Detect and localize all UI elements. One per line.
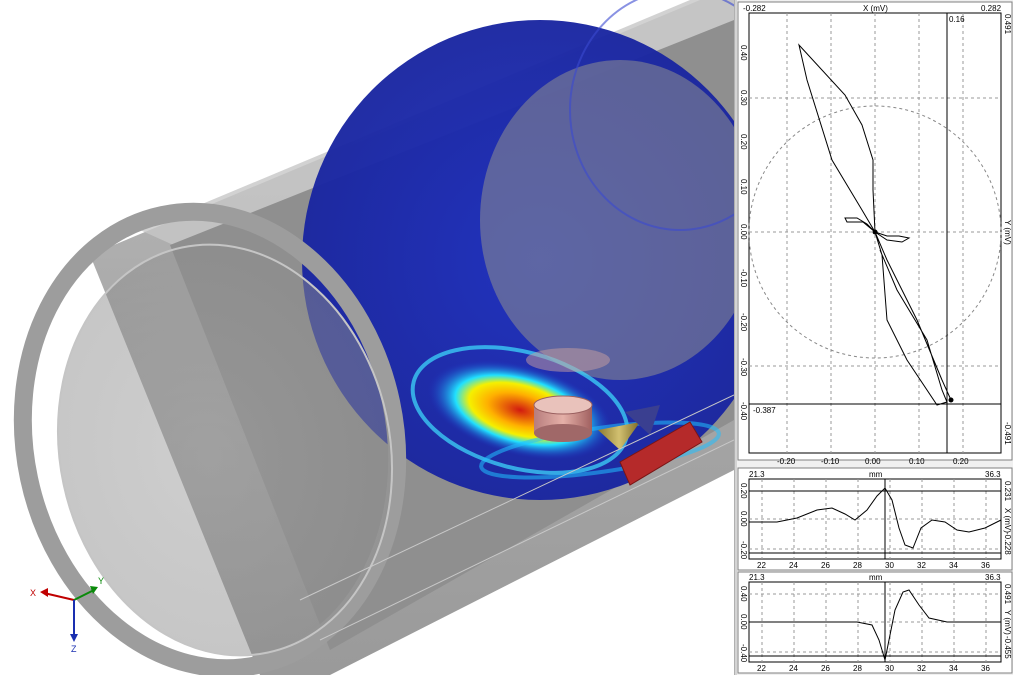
lissajous-y-max: 0.491 [1003, 14, 1012, 35]
stripx-x-tick-label: 28 [853, 561, 862, 570]
lissajous-cursor-x-label: 0.16 [949, 15, 965, 24]
axis-triad: X Y Z [30, 576, 104, 654]
lissajous-y-tick-label: 0.30 [739, 90, 748, 106]
lissajous-x-ticks: -0.20 -0.10 0.00 0.10 0.20 [777, 457, 969, 466]
lissajous-y-tick-label: 0.10 [739, 179, 748, 195]
lissajous-y-tick-label: -0.20 [739, 313, 748, 332]
strip-x-trace [749, 487, 1002, 549]
lissajous-x-tick-label: 0.10 [909, 457, 925, 466]
stripx-x-tick-label: 24 [789, 561, 798, 570]
lissajous-cursor-y-label: -0.387 [753, 406, 776, 415]
strip-y-title: Y (mV) [1003, 610, 1012, 635]
lissajous-y-min: -0.491 [1003, 422, 1012, 445]
probe-coil-top [533, 395, 593, 415]
pipe-ring-edge [56, 243, 394, 657]
strip-y-max: 0.491 [1003, 584, 1012, 605]
stripx-x-tick-label: 36 [981, 561, 990, 570]
lissajous-y-tick-label: -0.40 [739, 402, 748, 421]
lissajous-x-title: X (mV) [863, 4, 888, 13]
lissajous-center-dot [872, 229, 878, 235]
stripy-x-tick-label: 24 [789, 664, 798, 673]
lissajous-y-title: Y (mV) [1003, 220, 1012, 245]
stripx-x-tick-label: 32 [917, 561, 926, 570]
pipe-line-2 [319, 439, 734, 641]
lissajous-plot[interactable]: -0.282 X (mV) 0.282 0.16 -0.387 0.491 Y … [737, 1, 1013, 466]
signal-panel: -0.282 X (mV) 0.282 0.16 -0.387 0.491 Y … [737, 0, 1013, 675]
stripy-x-tick-label: 26 [821, 664, 830, 673]
stripy-x-tick-label: 22 [757, 664, 766, 673]
strip-x-left: 21.3 [749, 470, 765, 479]
lissajous-x-tick-label: -0.20 [777, 457, 796, 466]
lissajous-y-tick-label: 0.40 [739, 45, 748, 61]
pipe-outer-ring [13, 202, 407, 675]
lissajous-y-tick-label: -0.30 [739, 358, 748, 377]
stripy-x-tick-label: 36 [981, 664, 990, 673]
lissajous-x-max: 0.282 [981, 4, 1002, 13]
lissajous-y-tick-label: 0.20 [739, 134, 748, 150]
strip-y-y-ticks: 0.40 0.00 -0.40 [739, 586, 748, 663]
stripy-x-tick-label: 34 [949, 664, 958, 673]
stripy-x-tick-label: 28 [853, 664, 862, 673]
stripy-y-tick-label: 0.40 [739, 586, 748, 602]
lissajous-end-dot [948, 397, 954, 403]
lissajous-x-tick-label: 0.20 [953, 457, 969, 466]
lissajous-y-tick-label: 0.00 [739, 224, 748, 240]
lissajous-y-tick-label: -0.10 [739, 269, 748, 288]
lissajous-x-tick-label: 0.00 [865, 457, 881, 466]
3d-viewport[interactable]: X Y Z [0, 0, 734, 675]
lissajous-x-tick-label: -0.10 [821, 457, 840, 466]
lissajous-y-ticks: 0.40 0.30 0.20 0.10 0.00 -0.10 -0.20 -0.30 -0.40 [739, 45, 748, 421]
strip-chart-y[interactable]: 21.3 mm 36.3 0.491 Y (mV) -0.455 0.40 0.0… [737, 571, 1013, 674]
lissajous-circle [748, 105, 1002, 359]
strip-x-title: X (mV) [1003, 508, 1012, 533]
defect-marker [619, 421, 703, 486]
strip-y-min: -0.455 [1003, 636, 1012, 659]
panel-splitter[interactable] [734, 0, 737, 675]
strip-y-left: 21.3 [749, 573, 765, 582]
strip-x-min: -0.228 [1003, 532, 1012, 555]
strip-x-max: 0.231 [1003, 481, 1012, 502]
field-disk-rim [569, 0, 734, 231]
strip-x-unit: mm [869, 470, 883, 479]
stripx-y-tick-label: 0.20 [739, 483, 748, 499]
lissajous-x-min: -0.282 [743, 4, 766, 13]
lissajous-grid [749, 13, 1001, 453]
strip-y-x-ticks: 22 24 26 28 30 32 34 36 [757, 664, 990, 673]
stripy-y-tick-label: 0.00 [739, 614, 748, 630]
field-disk-hole [480, 60, 734, 380]
axis-x-label: X [30, 588, 36, 598]
stripx-x-tick-label: 34 [949, 561, 958, 570]
stripx-x-tick-label: 26 [821, 561, 830, 570]
cone-1 [598, 422, 640, 450]
cone-2 [625, 405, 660, 435]
signal-plots: -0.282 X (mV) 0.282 0.16 -0.387 0.491 Y … [737, 1, 1013, 674]
strip-y-right: 36.3 [985, 573, 1001, 582]
stripx-x-tick-label: 22 [757, 561, 766, 570]
stripy-y-tick-label: -0.40 [739, 644, 748, 663]
stripx-y-tick-label: 0.00 [739, 511, 748, 527]
strip-x-right: 36.3 [985, 470, 1001, 479]
probe-coil-bottom [534, 424, 592, 442]
stripx-x-tick-label: 30 [885, 561, 894, 570]
pipe-line-1 [299, 394, 734, 601]
strip-x-x-ticks: 22 24 26 28 30 32 34 36 [757, 561, 990, 570]
axis-y-label: Y [98, 576, 104, 586]
3d-scene[interactable]: X Y Z [0, 0, 734, 675]
strip-chart-x[interactable]: 21.3 mm 36.3 0.231 X (mV) -0.228 0.20 0.0… [737, 467, 1013, 571]
pipe-inner-ring [57, 244, 393, 656]
stripx-y-tick-label: -0.20 [739, 541, 748, 560]
strip-x-y-ticks: 0.20 0.00 -0.20 [739, 483, 748, 560]
probe-coil-shadow [526, 348, 610, 372]
strip-y-trace [749, 589, 1001, 661]
strip-y-unit: mm [869, 573, 883, 582]
stripy-x-tick-label: 30 [885, 664, 894, 673]
field-hotspot-outer [479, 420, 721, 480]
lissajous-trace [798, 43, 952, 406]
stripy-x-tick-label: 32 [917, 664, 926, 673]
axis-z-label: Z [71, 644, 77, 654]
